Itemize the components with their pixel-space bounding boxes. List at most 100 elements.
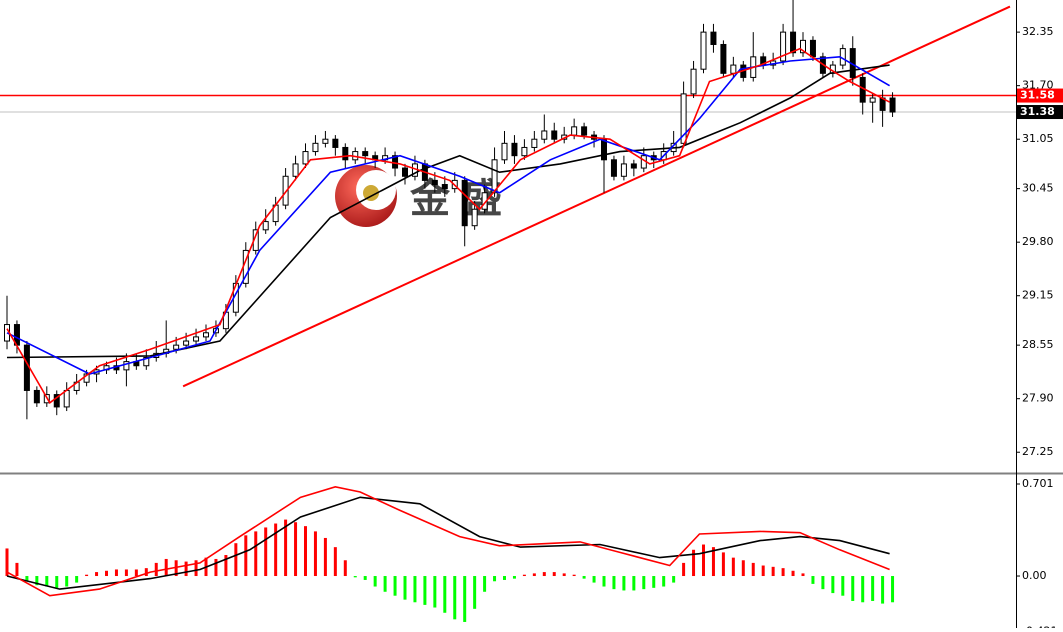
histogram-bar — [801, 573, 805, 577]
histogram-bar — [871, 576, 875, 601]
histogram-bar — [25, 576, 29, 582]
candle-body — [700, 31, 707, 70]
candle-body — [203, 332, 209, 338]
histogram-bar — [353, 576, 357, 578]
candle-body — [809, 39, 816, 58]
histogram-bar — [184, 561, 188, 577]
candle-body — [680, 93, 687, 144]
candle-body — [302, 151, 309, 165]
candle-body — [342, 146, 349, 161]
candle-body — [33, 389, 40, 404]
y-tick-label: 31.05 — [1022, 132, 1054, 145]
histogram-bar — [702, 544, 705, 577]
histogram-bar — [75, 576, 79, 583]
histogram-bar — [652, 576, 656, 588]
histogram-bar — [602, 576, 606, 587]
histogram-bar — [15, 562, 19, 577]
histogram-bar — [323, 537, 327, 577]
histogram-bar — [453, 576, 457, 620]
histogram-bar — [85, 574, 89, 577]
histogram-bar — [194, 560, 198, 577]
y-tick-label: 27.90 — [1022, 392, 1054, 405]
histogram-bar — [711, 547, 715, 577]
histogram-bar — [662, 576, 666, 587]
histogram-bar — [304, 526, 307, 577]
histogram-bar — [373, 576, 377, 587]
candle-body — [193, 336, 200, 342]
histogram-bar — [512, 576, 516, 579]
histogram-bar — [582, 576, 586, 579]
histogram-bar — [105, 570, 108, 577]
y-tick-label: 30.45 — [1022, 182, 1054, 195]
candle-body — [620, 163, 627, 177]
price-label-box — [1017, 88, 1063, 103]
price-label: 31.58 — [1020, 89, 1055, 102]
histogram-bar — [811, 576, 815, 584]
histogram-bar — [672, 576, 676, 583]
candle-body — [322, 138, 329, 144]
histogram-bar — [154, 562, 158, 577]
y-tick-label: 0.701 — [1022, 477, 1054, 490]
candle-body — [869, 97, 876, 103]
ma-line — [6, 485, 890, 597]
candle-body — [521, 146, 528, 157]
histogram-bar — [483, 576, 487, 592]
histogram-bar — [65, 576, 69, 587]
histogram-bar — [174, 560, 178, 577]
candle-body — [143, 357, 150, 367]
histogram-bar — [692, 549, 696, 577]
ma-line — [6, 64, 890, 359]
candle-body — [541, 130, 548, 140]
histogram-bar — [343, 560, 347, 577]
histogram-bar — [841, 576, 845, 596]
candle-body — [710, 31, 717, 45]
histogram-bar — [622, 576, 626, 591]
y-tick-label: 0.00 — [1022, 569, 1047, 582]
candle-body — [53, 394, 60, 408]
candle-body — [601, 138, 607, 161]
histogram-bar — [503, 576, 506, 580]
histogram-bar — [383, 576, 387, 592]
histogram-bar — [224, 555, 228, 577]
candle-body — [630, 163, 637, 169]
histogram-bar — [891, 576, 895, 603]
histogram-bar — [522, 574, 526, 577]
candle-body — [610, 159, 617, 177]
histogram-bar — [254, 531, 258, 577]
candle-body — [23, 344, 30, 391]
histogram-bar — [284, 519, 288, 577]
histogram-bar — [244, 535, 248, 577]
candle-body — [471, 208, 478, 227]
candle-body — [690, 68, 697, 95]
candle-body — [780, 31, 787, 62]
candle-body — [63, 389, 70, 408]
y-tick-label: 31.70 — [1022, 79, 1054, 92]
histogram-bar — [612, 576, 616, 590]
histogram-bar — [5, 548, 9, 577]
candle-body — [292, 163, 299, 177]
y-tick-label: 29.15 — [1022, 289, 1054, 302]
candle-body — [491, 159, 498, 194]
candle-body — [173, 344, 180, 350]
histogram-bar — [532, 573, 536, 577]
histogram-bar — [592, 576, 596, 583]
histogram-bar — [134, 569, 138, 577]
y-tick-label: 29.80 — [1022, 235, 1054, 248]
histogram-bar — [731, 557, 735, 577]
candle-body — [332, 138, 339, 148]
histogram-bar — [761, 565, 765, 577]
candle-body — [889, 97, 896, 113]
candle-body — [402, 167, 408, 177]
ma-line — [6, 47, 890, 404]
histogram-bar — [821, 576, 825, 590]
candle-body — [312, 142, 319, 153]
histogram-bar — [771, 566, 775, 577]
ma-line — [6, 496, 890, 590]
histogram-bar — [861, 576, 865, 603]
candle-body — [431, 179, 438, 186]
histogram-bar — [114, 569, 118, 577]
histogram-bar — [363, 576, 367, 580]
histogram-bar — [851, 576, 855, 601]
histogram-bar — [433, 576, 437, 608]
